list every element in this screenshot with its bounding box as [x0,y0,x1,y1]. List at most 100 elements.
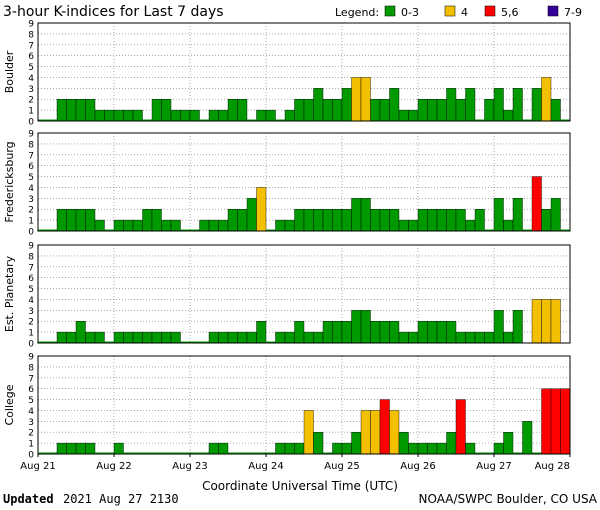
bar [294,321,305,344]
bar [560,119,570,121]
bar [341,88,352,122]
bar [266,341,276,343]
bar [218,109,229,122]
bar [389,321,400,344]
x-tick-label: Aug 23 [172,461,207,472]
bar [465,219,476,232]
bar [465,331,476,344]
bar [56,442,67,455]
bar [132,109,143,122]
bar [465,442,476,455]
bar [398,219,409,232]
y-tick-label: 2 [28,96,34,106]
bar [237,99,248,122]
bar [503,109,514,122]
x-tick-label: Aug 26 [400,461,435,472]
bar [427,209,438,232]
bar [284,109,295,122]
bar [104,341,114,343]
bar [332,209,343,232]
bar [360,410,371,455]
bar [171,452,181,454]
y-tick-label: 4 [28,74,34,84]
bar [484,452,494,454]
bar [541,388,552,455]
bar [180,341,190,343]
bar [94,331,105,344]
bar [218,219,229,232]
panel-name: Boulder [3,50,16,93]
bar [113,109,124,122]
bar [436,99,447,122]
bar [132,219,143,232]
bar [332,442,343,455]
bar [47,229,57,231]
y-tick-label: 8 [28,252,34,262]
bar [247,119,257,121]
bar [142,331,153,344]
bar [256,109,267,122]
bar [284,442,295,455]
bar [228,452,238,454]
bar [541,209,552,232]
bar [522,229,532,231]
legend-swatch-5-6 [484,5,496,17]
bar [531,88,542,122]
bar [370,209,381,232]
bar [550,99,561,122]
y-tick-label: 5 [28,285,34,295]
bar [389,88,400,122]
bar [56,331,67,344]
bar [218,442,229,455]
bar [256,452,266,454]
bar [237,452,247,454]
bar [132,331,143,344]
y-tick-label: 5 [28,63,34,73]
bar [474,209,485,232]
bar [398,109,409,122]
bar [85,442,96,455]
bar [484,229,494,231]
y-tick-label: 4 [28,184,34,194]
bar [541,77,552,122]
bar [208,109,219,122]
bar [550,299,561,344]
bar [474,331,485,344]
bar [503,432,514,455]
x-tick-label: Aug 27 [476,461,511,472]
bar [294,99,305,122]
bar [94,109,105,122]
legend-label: Legend: [335,6,379,19]
bar [246,331,257,344]
bar [104,229,114,231]
bar [161,99,172,122]
bar [170,331,181,344]
bar [541,299,552,344]
bar [266,452,276,454]
bar [427,99,438,122]
bar [531,176,542,232]
bar [275,119,285,121]
bar [351,432,362,455]
y-tick-label: 7 [28,151,34,161]
bar [66,209,77,232]
bar [208,442,219,455]
bar [237,209,248,232]
bar [133,452,143,454]
bar [113,442,124,455]
bar [408,109,419,122]
bar [370,410,381,455]
bar [503,331,514,344]
bar [190,341,200,343]
bar [398,432,409,455]
bar [94,219,105,232]
bar [332,321,343,344]
bar [389,209,400,232]
bar [85,99,96,122]
bar [275,331,286,344]
bar [360,77,371,122]
bar [455,331,466,344]
bar [75,321,86,344]
